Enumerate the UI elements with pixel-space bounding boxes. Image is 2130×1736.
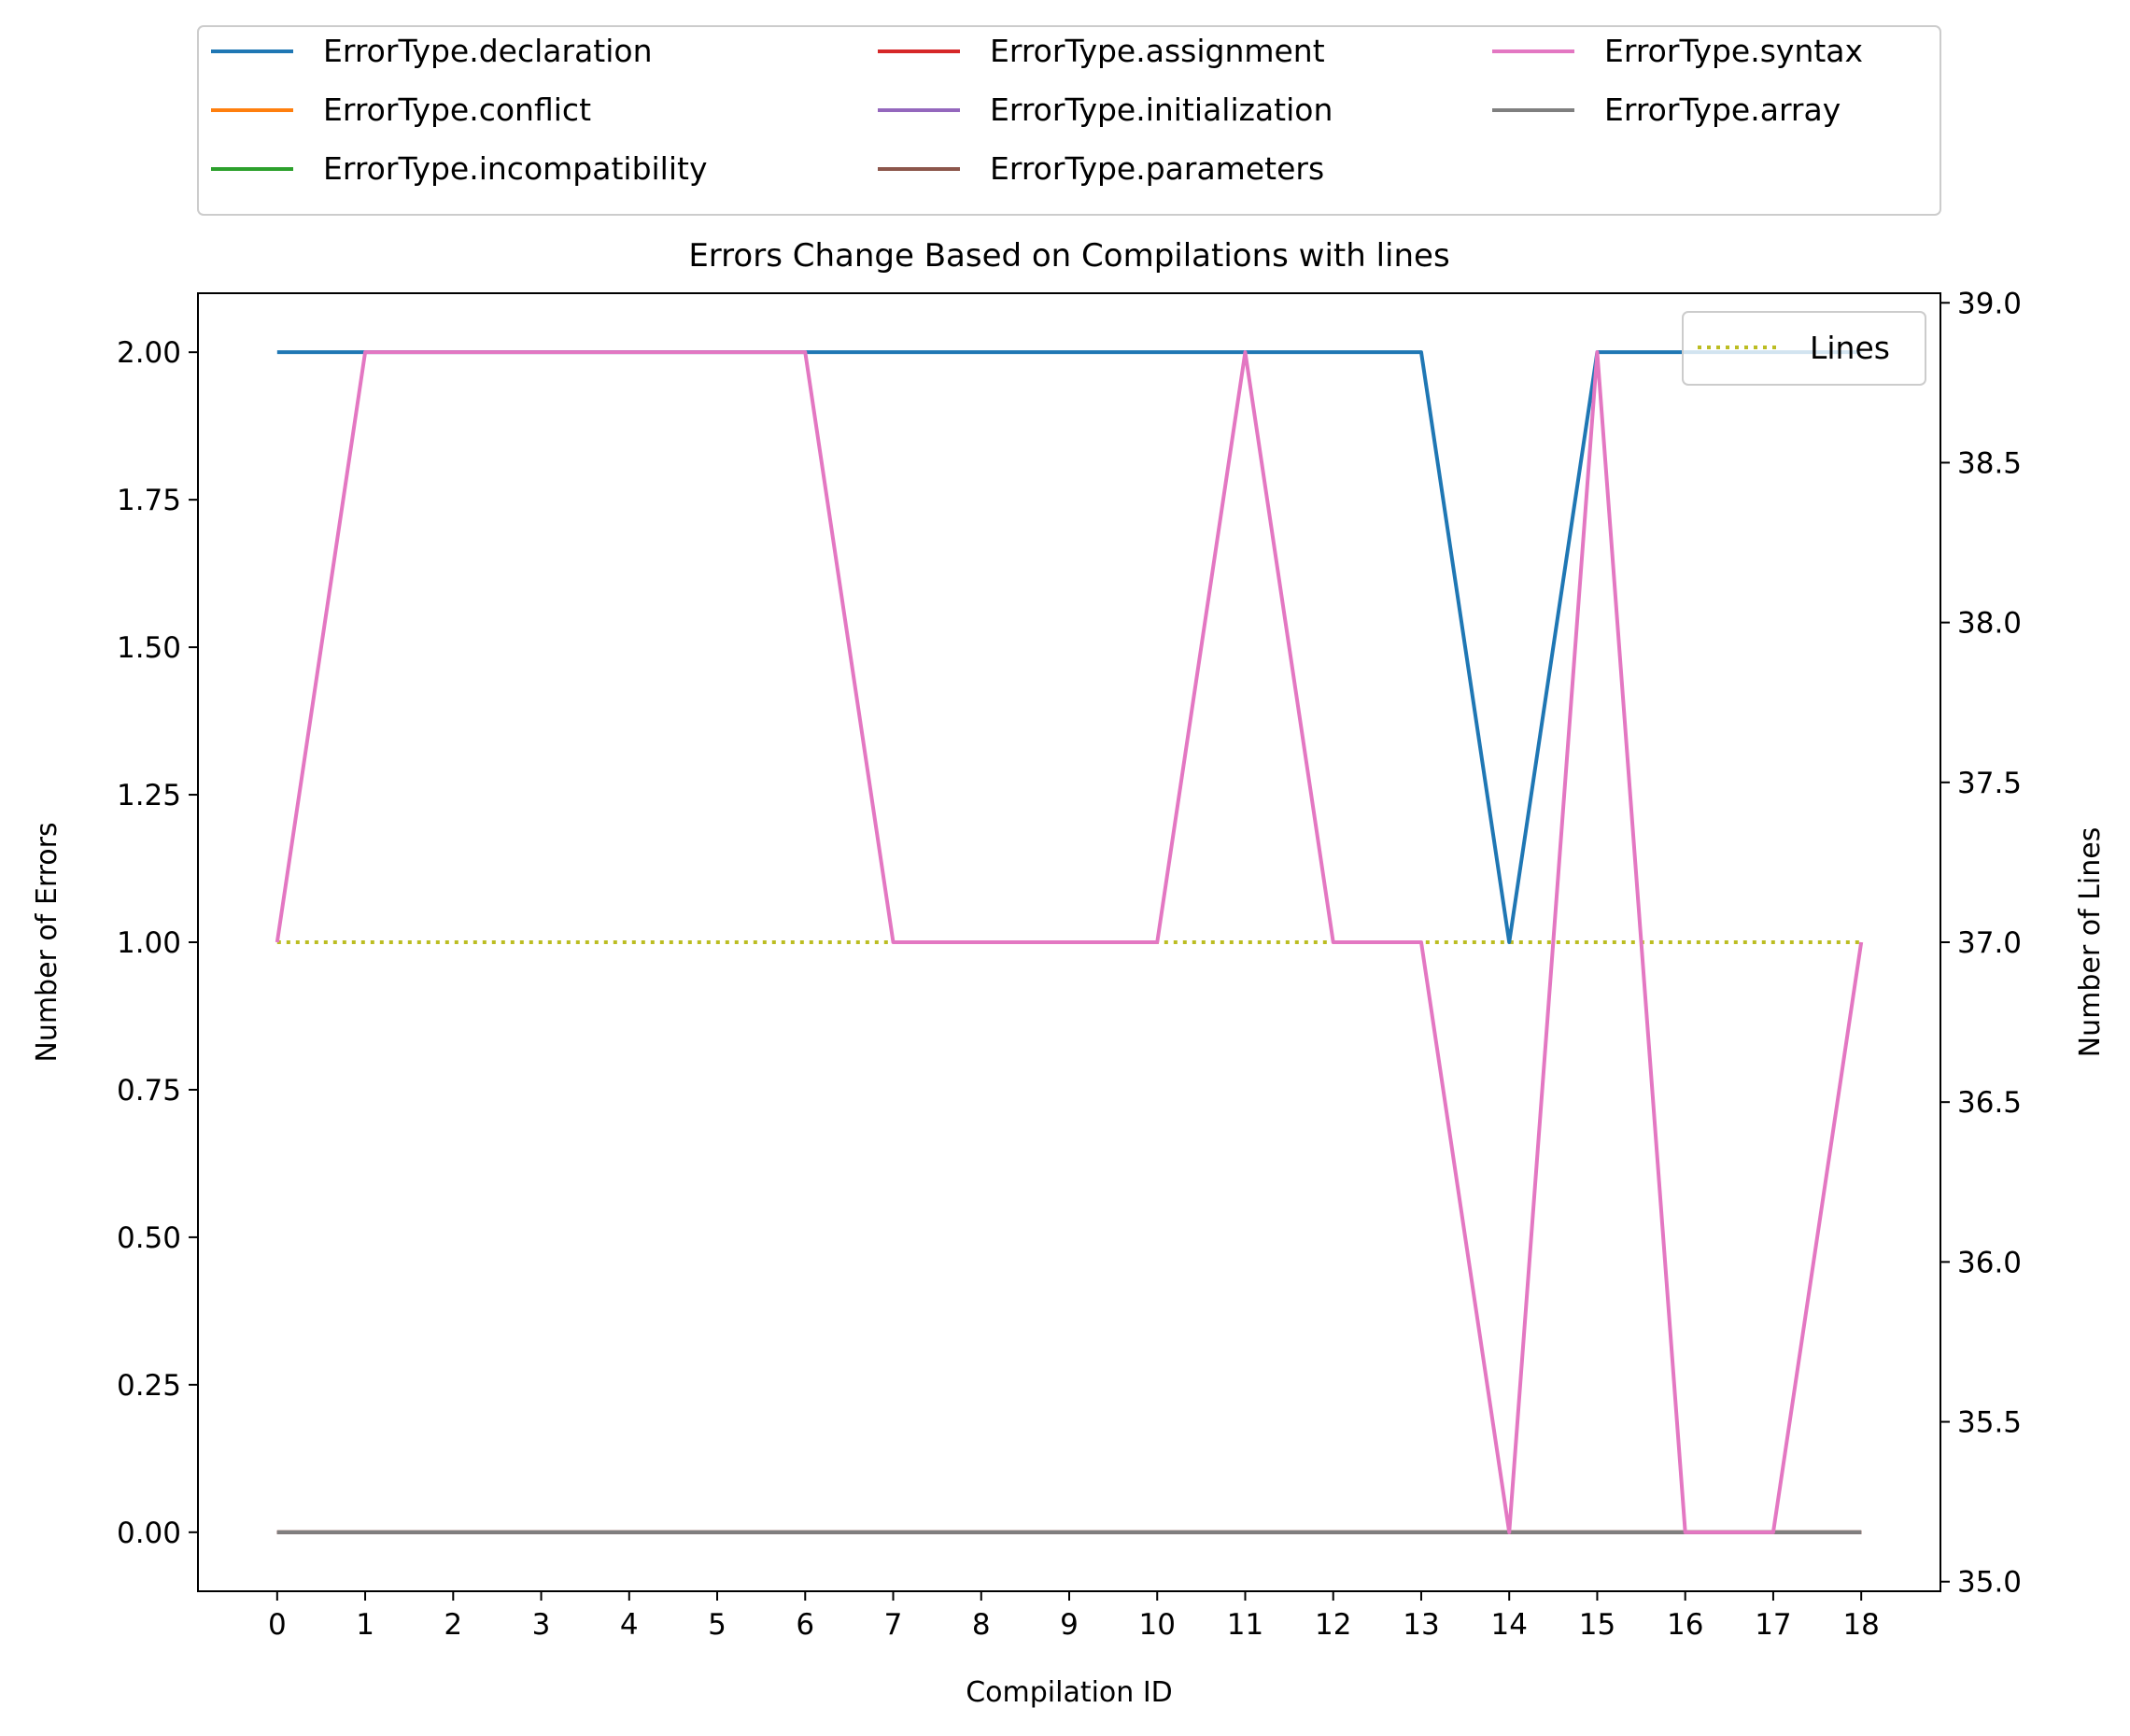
x-tick-label: 18	[1842, 1608, 1879, 1642]
legend-label: ErrorType.declaration	[323, 33, 653, 69]
x-tick-label: 11	[1227, 1608, 1263, 1642]
x-tick-label: 12	[1315, 1608, 1351, 1642]
legend-label: ErrorType.parameters	[990, 150, 1324, 187]
x-tick-label: 3	[532, 1608, 551, 1642]
chart-title: Errors Change Based on Compilations with…	[688, 237, 1449, 275]
x-tick-label: 9	[1060, 1608, 1079, 1642]
y-axis-label: Number of Errors	[31, 822, 63, 1062]
series-line-errortype-syntax	[275, 350, 1864, 1534]
y-tick-label: 0.75	[117, 1074, 181, 1108]
legend-main: ErrorType.declaration ErrorType.conflict E…	[197, 25, 1941, 216]
x-tick-label: 15	[1579, 1608, 1615, 1642]
x-tick-label: 0	[268, 1608, 287, 1642]
y2-tick-label: 35.0	[1957, 1566, 2022, 1600]
y-tick-label: 1.75	[117, 484, 181, 517]
x-tick-label: 14	[1490, 1608, 1527, 1642]
y-tick-label: 0.50	[117, 1221, 181, 1255]
y2-tick-label: 38.0	[1957, 607, 2022, 641]
y2-tick-label: 36.5	[1957, 1086, 2022, 1120]
x-tick-label: 2	[444, 1608, 462, 1642]
y-tick-label: 1.00	[117, 926, 181, 960]
legend-label: ErrorType.array	[1604, 92, 1841, 128]
y2-tick-label: 36.0	[1957, 1246, 2022, 1279]
x-tick-label: 4	[620, 1608, 639, 1642]
legend-label: Lines	[1810, 330, 1890, 366]
y2-tick-label: 37.0	[1957, 926, 2022, 960]
y2-tick-label: 37.5	[1957, 767, 2022, 800]
x-tick-label: 10	[1139, 1608, 1176, 1642]
y-tick-label: 1.25	[117, 779, 181, 812]
x-tick-label: 1	[356, 1608, 374, 1642]
y2-tick-label: 38.5	[1957, 446, 2022, 480]
plot-area	[275, 350, 1864, 1534]
x-tick-label: 8	[972, 1608, 991, 1642]
y2-tick-label: 39.0	[1957, 287, 2022, 320]
y2-tick-label: 35.5	[1957, 1406, 2022, 1440]
x-axis-label: Compilation ID	[966, 1676, 1173, 1709]
y2-axis-label: Number of Lines	[2074, 827, 2107, 1058]
axes: 0 1 2 3 4 5 6 7 8 9 10 11 12 13 14 15 16 17 180.000.250.50…	[117, 287, 2022, 1642]
y-tick-label: 2.00	[117, 336, 181, 370]
x-tick-label: 6	[796, 1608, 814, 1642]
legend-lines: Lines	[1682, 311, 1926, 386]
y-tick-label: 0.00	[117, 1517, 181, 1550]
legend-frame	[1682, 311, 1926, 386]
x-tick-label: 7	[884, 1608, 903, 1642]
x-tick-label: 17	[1755, 1608, 1791, 1642]
x-tick-label: 16	[1667, 1608, 1703, 1642]
y-tick-label: 1.50	[117, 631, 181, 665]
x-tick-label: 5	[708, 1608, 726, 1642]
y-tick-label: 0.25	[117, 1369, 181, 1403]
legend-label: ErrorType.initialization	[990, 92, 1333, 128]
legend-label: ErrorType.conflict	[323, 92, 591, 128]
legend-label: ErrorType.incompatibility	[323, 150, 708, 187]
legend-label: ErrorType.assignment	[990, 33, 1325, 69]
x-tick-label: 13	[1403, 1608, 1439, 1642]
legend-label: ErrorType.syntax	[1604, 33, 1863, 69]
legend-frame	[197, 25, 1941, 216]
